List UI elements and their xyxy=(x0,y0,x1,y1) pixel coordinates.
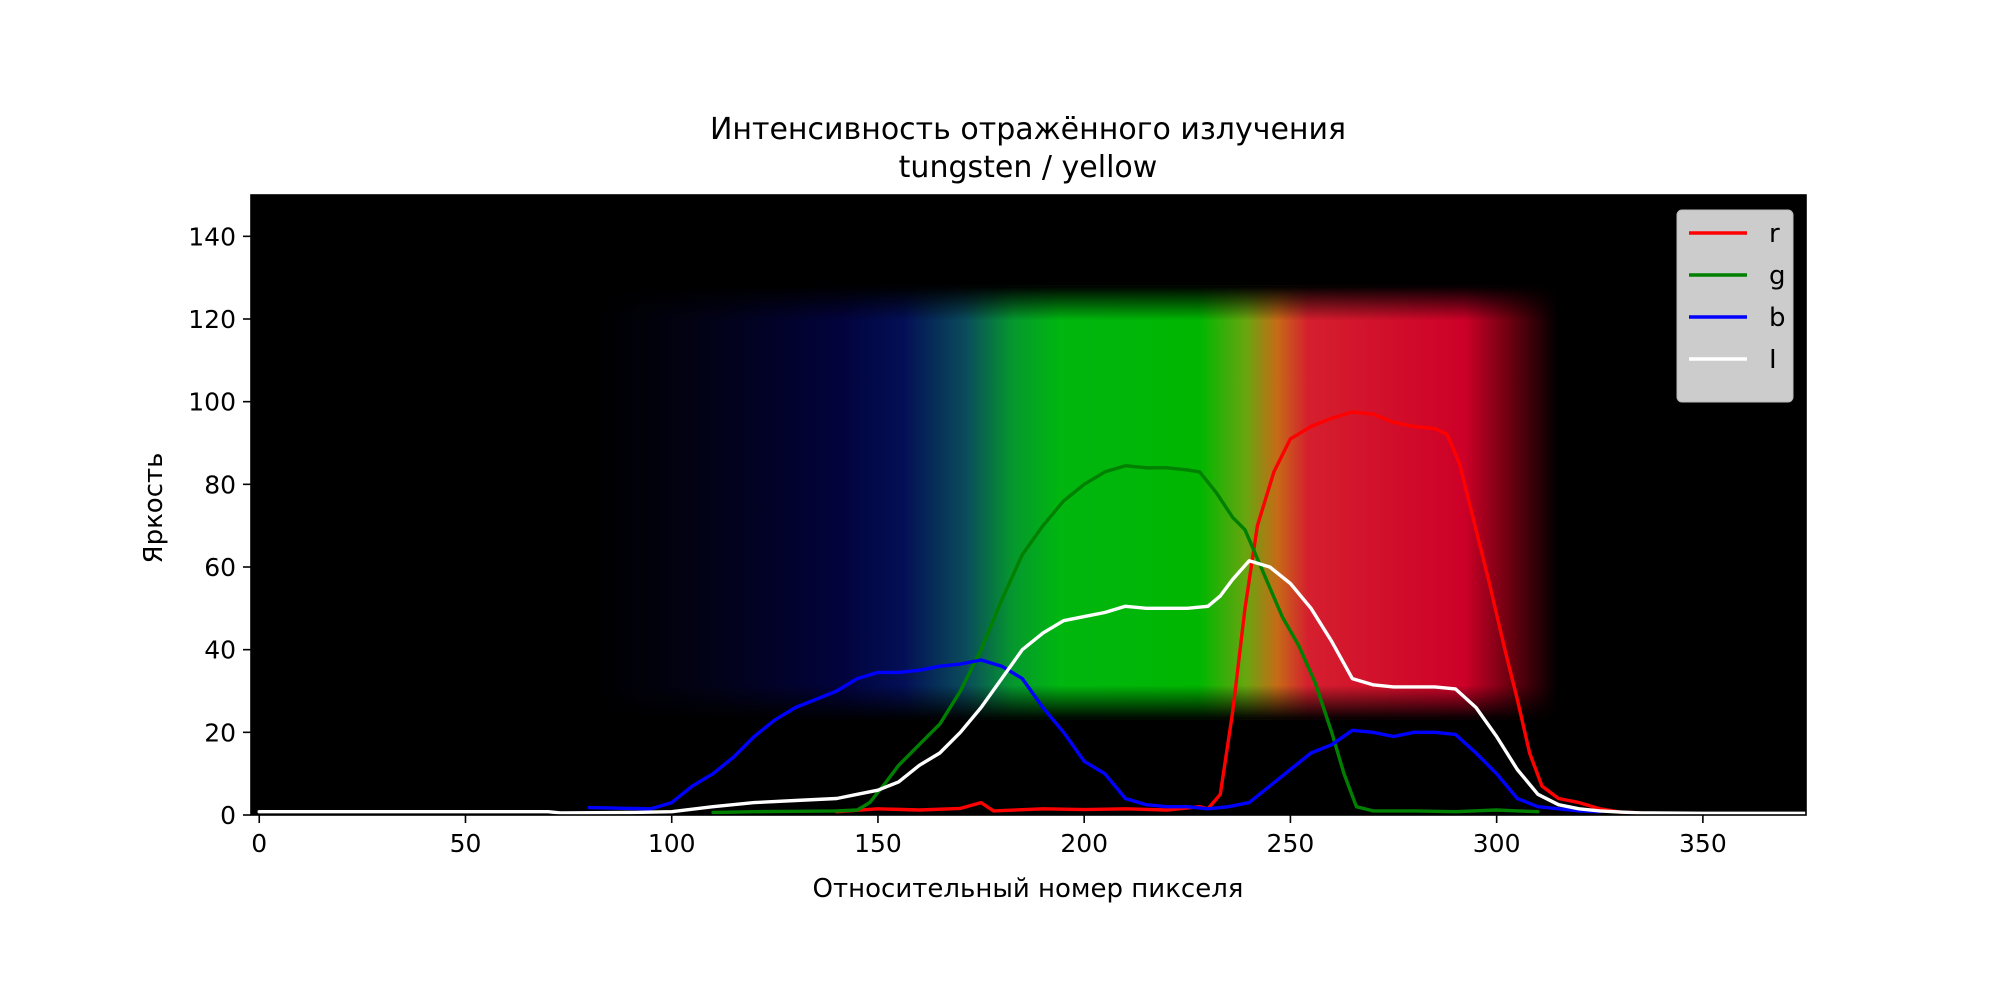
x-tick-label: 300 xyxy=(1473,829,1521,858)
y-axis: 0 20 40 60 80 100 120 140 xyxy=(188,222,251,830)
legend-label-b: b xyxy=(1769,303,1786,333)
y-tick-label: 100 xyxy=(188,388,236,417)
x-tick-label: 350 xyxy=(1679,829,1727,858)
chart-subtitle: tungsten / yellow xyxy=(899,150,1158,185)
x-tick-label: 250 xyxy=(1267,829,1315,858)
x-tick-label: 0 xyxy=(251,829,267,858)
x-tick-label: 100 xyxy=(648,829,696,858)
y-tick-label: 140 xyxy=(188,222,236,251)
series-line-g xyxy=(711,464,1540,815)
chart-title: Интенсивность отражённого излучения xyxy=(710,112,1346,147)
series-line-b xyxy=(587,658,1602,814)
y-axis-label: Яркость xyxy=(139,453,169,564)
legend-label-r: r xyxy=(1769,219,1780,249)
spectrum-edge-fade xyxy=(251,285,1806,720)
y-tick-label: 0 xyxy=(220,801,236,830)
x-axis: 0 50 100 150 200 250 300 350 xyxy=(251,815,1727,858)
series-layer xyxy=(257,410,1806,815)
y-tick-label: 60 xyxy=(204,553,236,582)
plot-frame xyxy=(250,194,1807,816)
legend-box xyxy=(1676,209,1794,403)
y-tick-label: 80 xyxy=(204,470,236,499)
series-line-r xyxy=(835,410,1643,815)
y-tick-label: 20 xyxy=(204,718,236,747)
legend-label-I: I xyxy=(1769,345,1777,375)
x-tick-label: 50 xyxy=(450,829,482,858)
y-tick-label: 120 xyxy=(188,305,236,334)
series-line-I xyxy=(257,559,1806,815)
legend-label-g: g xyxy=(1769,261,1786,291)
x-tick-label: 150 xyxy=(854,829,902,858)
x-tick-label: 200 xyxy=(1060,829,1108,858)
x-axis-label: Относительный номер пикселя xyxy=(813,874,1244,904)
y-tick-label: 40 xyxy=(204,636,236,665)
